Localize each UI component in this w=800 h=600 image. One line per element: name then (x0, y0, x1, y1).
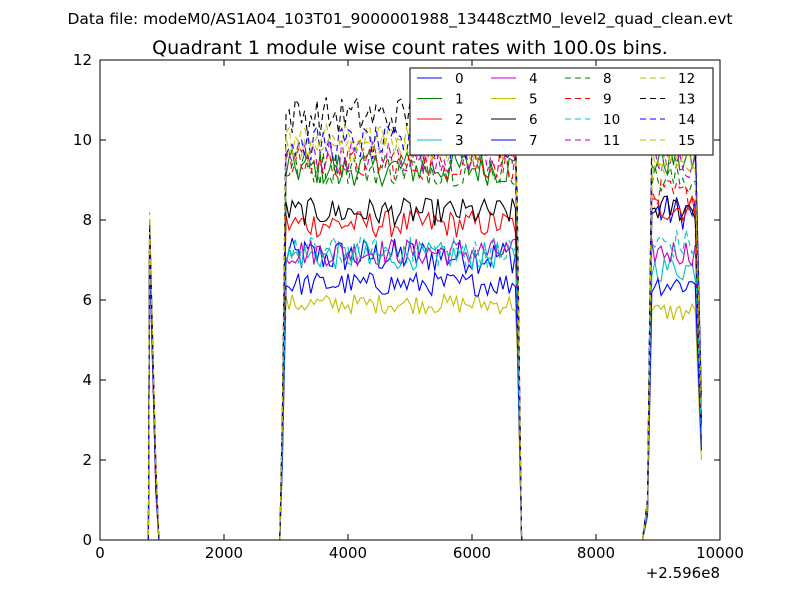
y-tick-label: 0 (82, 531, 92, 549)
x-offset-label: +2.596e8 (646, 564, 720, 582)
y-tick-label: 10 (73, 131, 92, 149)
legend-label-11: 11 (603, 133, 620, 149)
x-tick-label: 4000 (329, 544, 367, 562)
legend-label-3: 3 (455, 133, 464, 149)
x-tick-label: 6000 (453, 544, 491, 562)
legend-label-10: 10 (603, 112, 620, 128)
legend-label-9: 9 (603, 92, 612, 108)
legend-label-4: 4 (529, 71, 538, 87)
x-tick-label: 2000 (205, 544, 243, 562)
legend-label-14: 14 (678, 112, 695, 128)
y-tick-label: 6 (82, 291, 92, 309)
chart-title: Quadrant 1 module wise count rates with … (152, 37, 668, 59)
series-line-14 (143, 121, 702, 540)
y-tick-label: 12 (73, 51, 92, 69)
data-file-suptitle: Data file: modeM0/AS1A04_103T01_90000019… (67, 10, 732, 29)
legend-label-0: 0 (455, 71, 464, 87)
legend-label-7: 7 (529, 133, 538, 149)
legend-label-15: 15 (678, 133, 695, 149)
x-tick-label: 10000 (696, 544, 744, 562)
legend-label-6: 6 (529, 112, 538, 128)
legend-label-13: 13 (678, 92, 695, 108)
legend-label-8: 8 (603, 71, 612, 87)
series-line-11 (143, 137, 702, 540)
legend-label-1: 1 (455, 92, 464, 108)
legend-label-12: 12 (678, 71, 695, 87)
legend-label-2: 2 (455, 112, 464, 128)
y-tick-label: 4 (82, 371, 92, 389)
y-tick-label: 2 (82, 451, 92, 469)
x-tick-label: 0 (95, 544, 105, 562)
series-line-10 (143, 229, 702, 540)
y-tick-label: 8 (82, 211, 92, 229)
legend-label-5: 5 (529, 92, 538, 108)
x-tick-label: 8000 (577, 544, 615, 562)
